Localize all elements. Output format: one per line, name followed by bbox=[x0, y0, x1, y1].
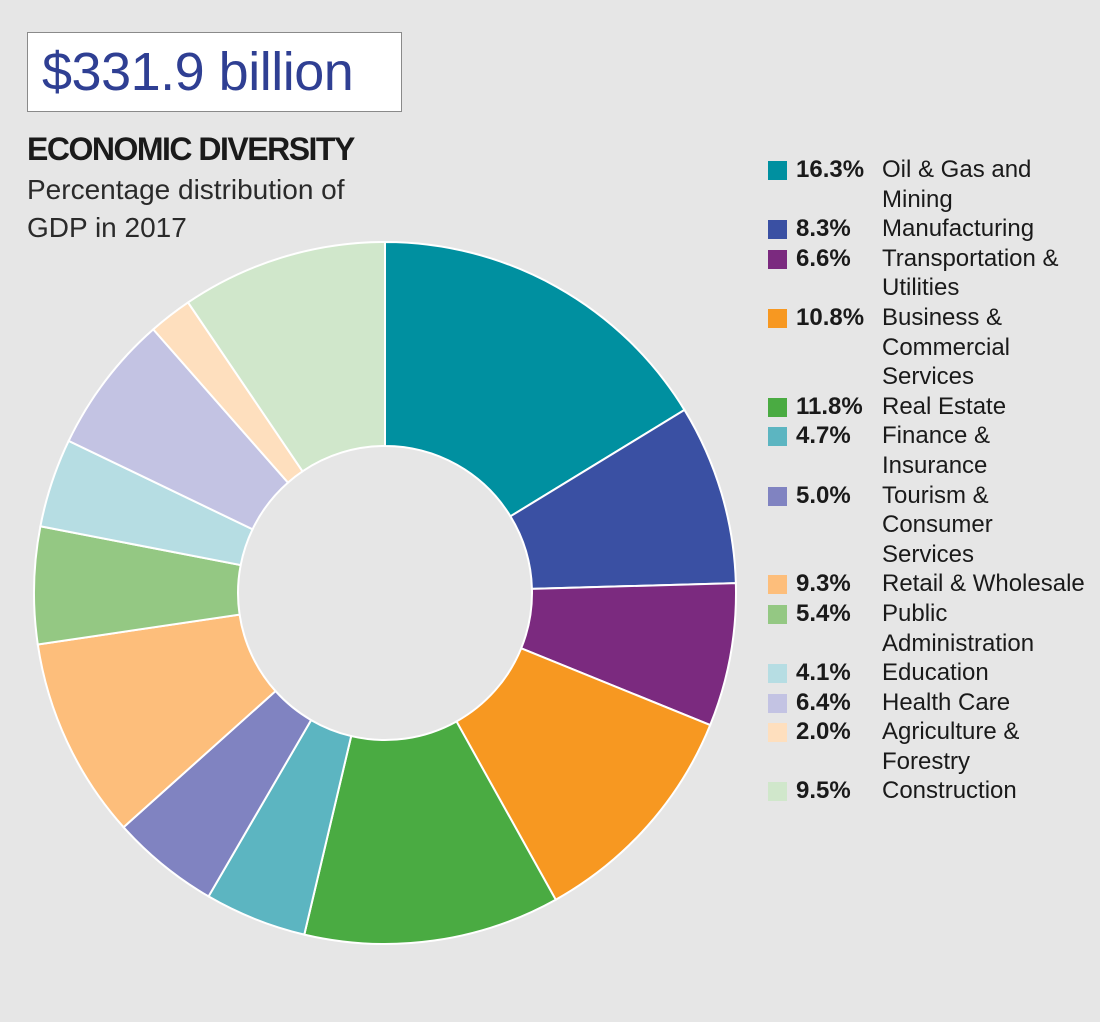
legend-label: Manufacturing bbox=[882, 215, 1035, 243]
donut-slice bbox=[384, 240, 686, 518]
legend-item: 11.8% Real Estate bbox=[768, 392, 1088, 422]
legend-item: 16.3% Oil & Gas and Mining bbox=[768, 155, 1088, 214]
legend-swatch bbox=[768, 427, 787, 447]
chart-legend: 16.3% Oil & Gas and Mining 8.3% Manufacturi… bbox=[768, 155, 1088, 806]
donut-slice bbox=[36, 613, 277, 829]
legend-item: 9.3% Retail & Wholesale bbox=[768, 569, 1088, 599]
legend-swatch bbox=[768, 664, 787, 684]
legend-label: Construction bbox=[882, 777, 1017, 805]
legend-percent: 6.4% bbox=[796, 688, 851, 716]
donut-slice bbox=[186, 240, 386, 473]
legend-item: 9.5% Construction bbox=[768, 776, 1088, 806]
legend-item: 6.6% Transportation & Utilities bbox=[768, 244, 1088, 303]
legend-percent: 2.0% bbox=[796, 718, 851, 746]
legend-swatch bbox=[768, 782, 787, 802]
legend-percent: 9.5% bbox=[796, 777, 851, 805]
legend-label: Business & Commercial Services bbox=[882, 303, 1011, 391]
legend-swatch bbox=[768, 249, 787, 269]
legend-percent: 11.8% bbox=[796, 392, 863, 420]
legend-swatch bbox=[768, 693, 787, 713]
legend-label: Health Care bbox=[882, 688, 1011, 716]
legend-label: Oil & Gas and Mining bbox=[882, 156, 1032, 213]
legend-label: Finance & Insurance bbox=[882, 422, 991, 479]
legend-swatch bbox=[768, 308, 787, 328]
legend-item: 4.7% Finance & Insurance bbox=[768, 421, 1088, 480]
legend-swatch bbox=[768, 397, 787, 417]
legend-label: Transportation & Utilities bbox=[882, 244, 1059, 302]
legend-label: Real Estate bbox=[882, 392, 1007, 420]
legend-swatch bbox=[768, 604, 787, 624]
legend-label: Education bbox=[882, 659, 989, 687]
legend-percent: 10.8% bbox=[796, 303, 865, 331]
donut-chart bbox=[33, 240, 737, 945]
legend-label: Public Administration bbox=[882, 599, 1035, 657]
legend-percent: 5.4% bbox=[796, 599, 851, 627]
legend-swatch bbox=[768, 575, 787, 595]
legend-percent: 4.1% bbox=[796, 659, 851, 687]
legend-percent: 16.3% bbox=[796, 156, 865, 183]
legend-item: 2.0% Agriculture & Forestry bbox=[768, 717, 1088, 776]
legend-percent: 8.3% bbox=[796, 215, 851, 243]
chart-subtitle: Percentage distribution of GDP in 2017 bbox=[27, 174, 345, 243]
legend-percent: 5.0% bbox=[796, 481, 851, 509]
legend-percent: 4.7% bbox=[796, 422, 851, 450]
gdp-total-box: $331.9 billion bbox=[27, 32, 402, 112]
legend-item: 4.1% Education bbox=[768, 658, 1088, 688]
gdp-total: $331.9 billion bbox=[42, 42, 354, 102]
legend-item: 5.4% Public Administration bbox=[768, 599, 1088, 658]
legend-label: Retail & Wholesale bbox=[882, 570, 1085, 598]
legend-swatch bbox=[768, 220, 787, 240]
chart-title: ECONOMIC DIVERSITY bbox=[27, 131, 355, 167]
donut-slice bbox=[455, 646, 712, 902]
legend-swatch bbox=[768, 723, 787, 743]
legend-item: 5.0% Tourism & Consumer Services bbox=[768, 481, 1088, 570]
donut-slice bbox=[303, 720, 558, 945]
legend-percent: 9.3% bbox=[796, 570, 851, 598]
legend-swatch bbox=[768, 161, 787, 180]
legend-percent: 6.6% bbox=[796, 244, 851, 272]
legend-item: 6.4% Health Care bbox=[768, 688, 1088, 718]
legend-item: 8.3% Manufacturing bbox=[768, 214, 1088, 244]
legend-item: 10.8% Business & Commercial Services bbox=[768, 303, 1088, 392]
legend-label: Agriculture & Forestry bbox=[882, 718, 1020, 775]
legend-label: Tourism & Consumer Services bbox=[882, 481, 993, 568]
legend-swatch bbox=[768, 486, 787, 506]
